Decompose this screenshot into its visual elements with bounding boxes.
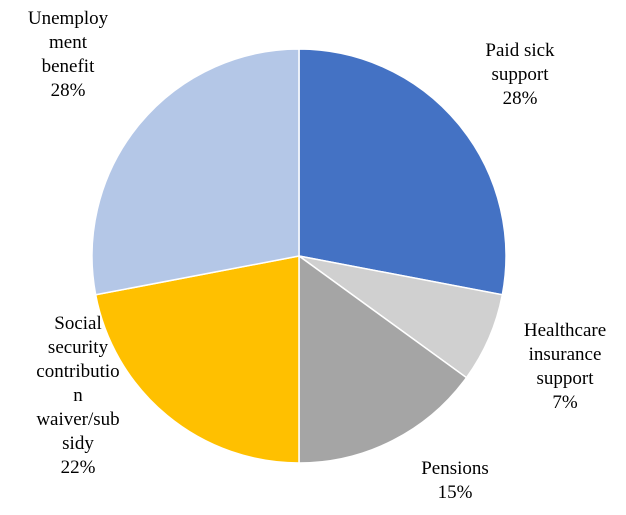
slice-label-line: insurance [529, 344, 602, 365]
slice-label-line: n [73, 385, 83, 406]
pie-labels: Paid sick support 28% Healthcare insurance su… [28, 8, 606, 503]
pie-slices [91, 48, 507, 464]
pie-slice-0 [298, 48, 507, 296]
slice-label-line: Pensions [421, 458, 489, 479]
pie-slice-4 [91, 48, 300, 296]
slice-label-line: benefit [42, 56, 95, 77]
slice-label-2: Pensions 15% [421, 458, 489, 503]
slice-label-3: Social security contributio n waiver/sub sidy… [36, 313, 119, 478]
slice-percent-label: 7% [552, 392, 578, 413]
slice-percent-label: 28% [503, 88, 538, 109]
pie-slice-3 [94, 255, 300, 464]
pie-slice-2 [298, 254, 468, 464]
slice-percent-label: 15% [438, 482, 473, 503]
slice-label-0: Paid sick support 28% [485, 40, 555, 109]
slice-percent-label: 28% [51, 80, 86, 101]
slice-label-line: support [537, 368, 595, 389]
slice-label-line: sidy [62, 433, 94, 454]
slice-label-line: waiver/sub [36, 409, 119, 430]
slice-label-1: Healthcare insurance support 7% [524, 320, 606, 413]
slice-label-4: Unemploy ment benefit 28% [28, 8, 109, 101]
slice-label-line: support [492, 64, 550, 85]
slice-label-line: Paid sick [485, 40, 555, 61]
slice-label-line: Unemploy [28, 8, 109, 29]
slice-label-line: Healthcare [524, 320, 606, 341]
slice-percent-label: 22% [61, 457, 96, 478]
slice-label-line: contributio [36, 361, 119, 382]
slice-label-line: ment [49, 32, 88, 53]
slice-label-line: Social [54, 313, 102, 334]
slice-label-line: security [48, 337, 109, 358]
